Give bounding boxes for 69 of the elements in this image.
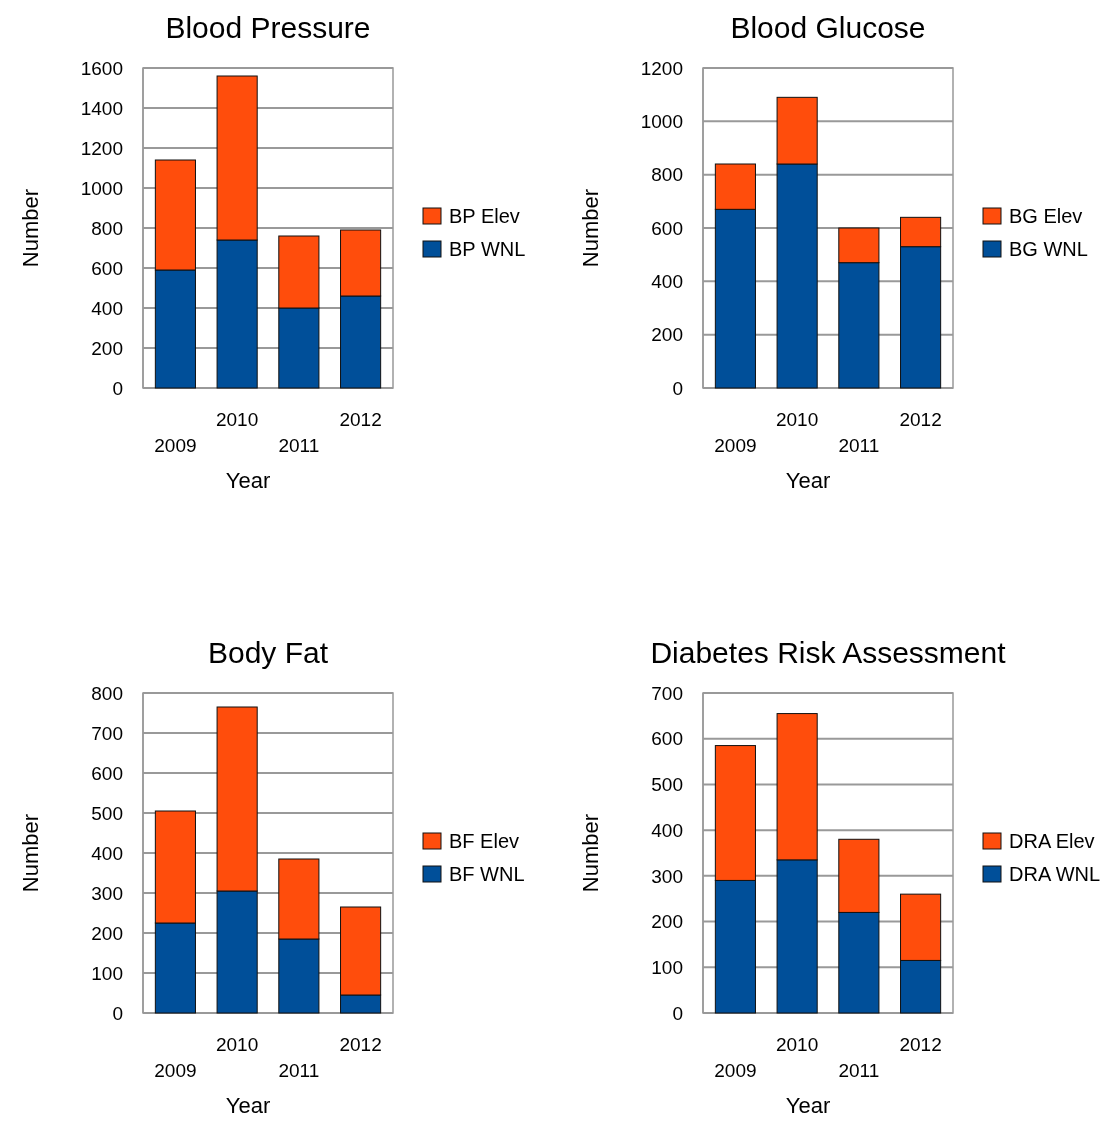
y-tick-label: 1200 xyxy=(640,57,683,79)
x-tick-label: 2010 xyxy=(216,1034,259,1055)
x-tick-label: 2009 xyxy=(154,435,197,456)
y-tick-label: 500 xyxy=(91,802,123,824)
x-tick-label: 2011 xyxy=(838,1060,880,1081)
x-tick-label: 2011 xyxy=(838,435,880,456)
chart-title: Blood Pressure xyxy=(165,11,371,44)
y-tick-label: 0 xyxy=(672,377,683,399)
y-tick-label: 600 xyxy=(91,762,123,784)
y-tick-label: 400 xyxy=(91,842,123,864)
y-tick-label: 1000 xyxy=(640,110,683,132)
x-tick-label: 2010 xyxy=(776,1034,819,1055)
y-tick-label: 0 xyxy=(112,1002,123,1024)
y-axis-title: Number xyxy=(578,813,603,893)
chart-title: Diabetes Risk Assessment xyxy=(650,636,1007,669)
y-tick-label: 1000 xyxy=(80,177,123,199)
y-tick-label: 0 xyxy=(112,377,123,399)
x-tick-label: 2012 xyxy=(899,1034,942,1055)
y-axis-title: Number xyxy=(18,813,43,893)
y-tick-label: 600 xyxy=(651,217,683,239)
x-tick-label: 2012 xyxy=(899,409,942,430)
y-tick-label: 200 xyxy=(91,337,123,359)
x-tick-label: 2009 xyxy=(154,1060,197,1081)
y-tick-label: 300 xyxy=(651,865,683,887)
y-tick-label: 400 xyxy=(651,819,683,841)
y-tick-label: 200 xyxy=(651,324,683,346)
y-tick-label: 400 xyxy=(91,297,123,319)
y-tick-label: 500 xyxy=(651,774,683,796)
x-tick-label: 2011 xyxy=(278,1060,320,1081)
x-tick-label: 2010 xyxy=(776,409,819,430)
legend-label: DRA WNL xyxy=(1009,863,1101,885)
legend-label: BG WNL xyxy=(1009,238,1088,260)
legend-label: BF Elev xyxy=(449,830,520,852)
legend-label: BG Elev xyxy=(1009,205,1083,227)
y-tick-label: 700 xyxy=(91,722,123,744)
y-tick-label: 1400 xyxy=(80,97,123,119)
y-tick-label: 600 xyxy=(91,257,123,279)
y-tick-label: 600 xyxy=(651,728,683,750)
x-axis-title: Year xyxy=(225,1093,271,1118)
y-tick-label: 800 xyxy=(91,682,123,704)
y-tick-label: 100 xyxy=(91,962,123,984)
y-tick-label: 800 xyxy=(91,217,123,239)
legend-label: BF WNL xyxy=(449,863,525,885)
x-tick-label: 2010 xyxy=(216,409,259,430)
y-tick-label: 200 xyxy=(91,922,123,944)
x-axis-title: Year xyxy=(785,1093,831,1118)
y-axis-title: Number xyxy=(578,188,603,268)
legend-label: BP Elev xyxy=(449,205,520,227)
x-tick-label: 2012 xyxy=(339,1034,382,1055)
y-tick-label: 100 xyxy=(651,956,683,978)
y-tick-label: 400 xyxy=(651,270,683,292)
y-tick-label: 1600 xyxy=(80,57,123,79)
chart-title: Blood Glucose xyxy=(730,11,926,44)
y-tick-label: 1200 xyxy=(80,137,123,159)
y-tick-label: 300 xyxy=(91,882,123,904)
y-axis-title: Number xyxy=(18,188,43,268)
y-tick-label: 700 xyxy=(651,682,683,704)
y-tick-label: 800 xyxy=(651,164,683,186)
legend-label: DRA Elev xyxy=(1009,830,1095,852)
x-tick-label: 2009 xyxy=(714,435,757,456)
x-tick-label: 2009 xyxy=(714,1060,757,1081)
x-tick-label: 2011 xyxy=(278,435,320,456)
x-axis-title: Year xyxy=(785,468,831,493)
legend-label: BP WNL xyxy=(449,238,526,260)
y-tick-label: 200 xyxy=(651,911,683,933)
x-axis-title: Year xyxy=(225,468,271,493)
y-tick-label: 0 xyxy=(672,1002,683,1024)
chart-title: Body Fat xyxy=(207,636,329,669)
x-tick-label: 2012 xyxy=(339,409,382,430)
